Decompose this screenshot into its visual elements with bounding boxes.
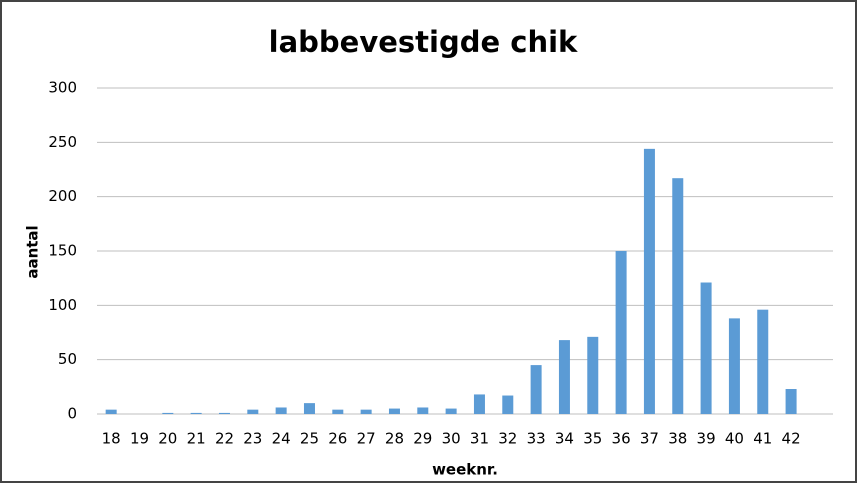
bar [530,365,542,414]
x-tick-label: 20 [158,430,177,448]
x-axis-label: weeknr. [432,461,498,479]
y-axis-label: aantal [24,225,42,278]
x-tick-label: 24 [272,430,291,448]
x-tick-label: 28 [385,430,404,448]
x-tick-label: 23 [243,430,262,448]
bar [700,282,712,414]
bar [587,336,599,414]
bar [105,409,117,414]
bar [473,394,485,414]
x-tick-label: 40 [725,430,744,448]
bar [218,412,230,414]
bar [672,178,684,414]
x-tick-label: 30 [442,430,461,448]
bar [502,395,514,414]
y-tick-label: 150 [48,242,77,260]
y-tick-label: 0 [67,405,77,423]
bar [615,251,627,414]
y-tick-label: 100 [48,296,77,314]
bar [558,340,570,414]
bar [785,389,797,414]
x-tick-label: 19 [130,430,149,448]
bar [190,412,202,414]
bar [445,408,457,414]
bar [303,403,315,414]
y-tick-label: 300 [48,79,77,97]
x-tick-label: 33 [527,430,546,448]
bar [360,409,372,414]
y-tick-label: 250 [48,133,77,151]
chart-title: labbevestigde chik [269,25,578,59]
x-tick-label: 26 [328,430,347,448]
bar [247,409,259,414]
bar [275,407,287,414]
x-tick-label: 41 [753,430,772,448]
x-tick-label: 27 [357,430,376,448]
y-tick-label: 50 [58,350,77,368]
x-tick-label: 38 [668,430,687,448]
x-tick-label: 32 [498,430,517,448]
bar [332,409,344,414]
x-tick-label: 42 [782,430,801,448]
x-tick-label: 35 [583,430,602,448]
x-tick-label: 21 [187,430,206,448]
bar [417,407,429,414]
x-tick-label: 39 [697,430,716,448]
x-tick-label: 22 [215,430,234,448]
bar [162,412,174,414]
x-tick-label: 37 [640,430,659,448]
bar [757,309,769,414]
bar [643,148,655,414]
x-tick-label: 34 [555,430,574,448]
x-tick-label: 36 [612,430,631,448]
y-tick-label: 200 [48,187,77,205]
x-tick-label: 25 [300,430,319,448]
x-tick-label: 18 [102,430,121,448]
bar [728,318,740,414]
bar [388,408,400,414]
x-tick-label: 31 [470,430,489,448]
x-tick-label: 29 [413,430,432,448]
